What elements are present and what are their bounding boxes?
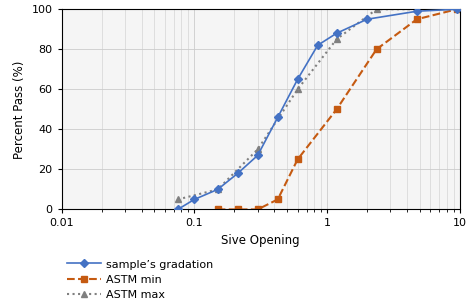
sample’s gradation [275, 116, 281, 119]
ASTM max [255, 148, 261, 151]
ASTM min [255, 208, 261, 211]
sample’s gradation [215, 188, 220, 191]
ASTM max [175, 198, 181, 201]
sample’s gradation [191, 198, 197, 201]
ASTM min [215, 208, 220, 211]
Line: ASTM min: ASTM min [214, 6, 460, 213]
ASTM min [275, 198, 281, 201]
sample’s gradation [295, 77, 301, 81]
Y-axis label: Percent Pass (%): Percent Pass (%) [13, 60, 26, 159]
sample’s gradation [235, 172, 240, 175]
sample’s gradation [334, 31, 339, 35]
sample’s gradation [175, 208, 181, 211]
Line: sample’s gradation: sample’s gradation [175, 6, 460, 212]
ASTM max [215, 188, 220, 191]
ASTM max [414, 7, 419, 11]
sample’s gradation [414, 9, 419, 13]
Line: ASTM max: ASTM max [174, 6, 420, 203]
ASTM min [374, 47, 379, 51]
ASTM max [295, 87, 301, 91]
sample’s gradation [255, 153, 261, 157]
sample’s gradation [454, 7, 460, 11]
ASTM min [235, 208, 240, 211]
ASTM min [334, 107, 339, 111]
ASTM max [374, 7, 379, 11]
ASTM min [414, 17, 419, 21]
ASTM max [334, 37, 339, 41]
ASTM min [454, 7, 460, 11]
ASTM min [295, 157, 301, 161]
sample’s gradation [315, 43, 320, 47]
Legend: sample’s gradation, ASTM min, ASTM max: sample’s gradation, ASTM min, ASTM max [67, 259, 213, 300]
X-axis label: Sive Opening: Sive Opening [221, 234, 300, 247]
sample’s gradation [364, 17, 370, 21]
